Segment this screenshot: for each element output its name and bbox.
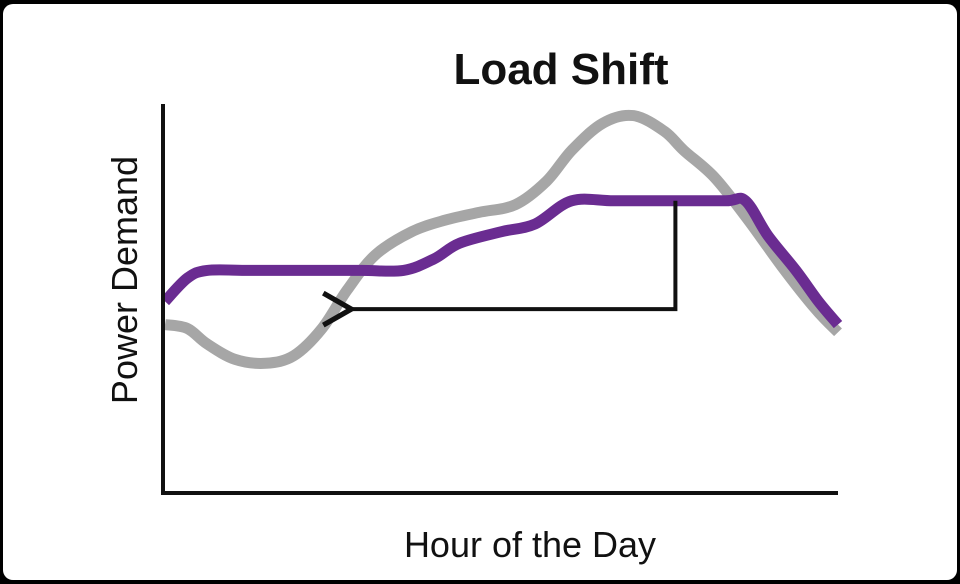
- annotation-layer: [347, 200, 678, 309]
- x-axis-label: Hour of the Day: [404, 524, 656, 565]
- series-line-1: [164, 109, 842, 369]
- chart: Load Shift Hour of the Day Power Demand: [104, 45, 843, 565]
- chart-title: Load Shift: [453, 45, 668, 94]
- chart-panel: Load Shift Hour of the Day Power Demand: [3, 4, 957, 580]
- y-axis-label: Power Demand: [104, 156, 145, 404]
- series-line-2: [160, 192, 843, 329]
- series-layer: [160, 109, 843, 369]
- load-shift-arrow-1: [347, 200, 678, 309]
